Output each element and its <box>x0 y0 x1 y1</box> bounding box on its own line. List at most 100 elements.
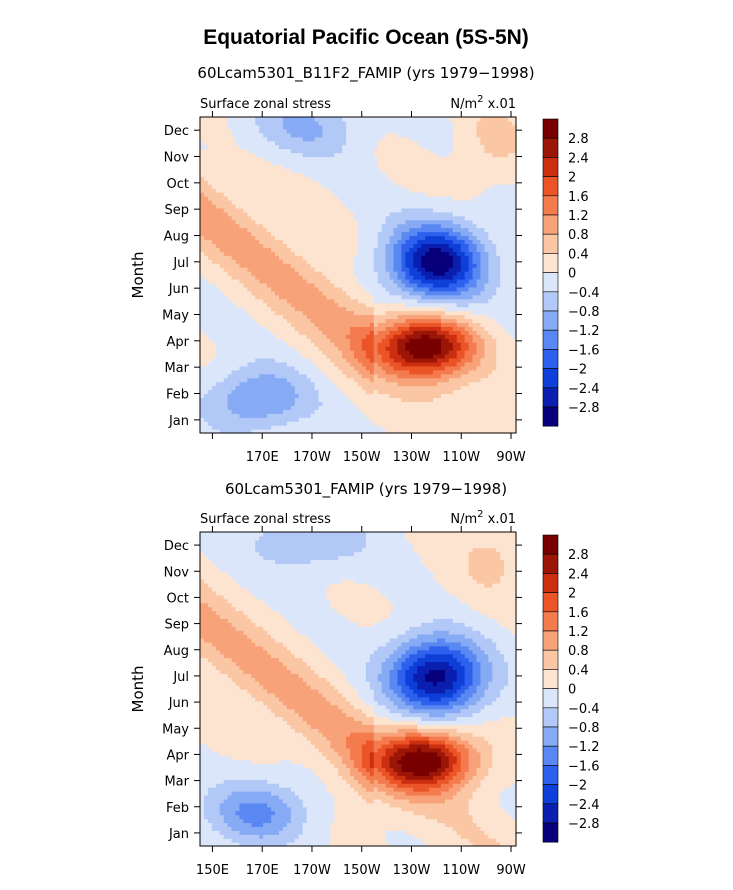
heatmap-cell <box>298 144 304 150</box>
heatmap-cell <box>215 413 221 418</box>
heatmap-cell <box>294 128 300 134</box>
heatmap-cell <box>267 318 272 323</box>
heatmap-cell <box>429 168 434 173</box>
heatmap-cell <box>282 219 288 225</box>
heatmap-cell <box>393 318 399 323</box>
heatmap-cell <box>290 144 296 150</box>
heatmap-cell <box>267 286 272 292</box>
heatmap-cell <box>211 120 217 126</box>
heatmap-cell <box>433 361 438 367</box>
heatmap-cell <box>286 172 292 177</box>
heatmap-cell <box>259 373 264 379</box>
heatmap-cell <box>334 164 339 169</box>
heatmap-cell <box>322 318 327 323</box>
heatmap-cell <box>219 243 225 248</box>
heatmap-cell <box>231 152 237 158</box>
heatmap-cell <box>203 401 209 406</box>
heatmap-cell <box>318 393 324 399</box>
heatmap-cell <box>433 306 438 312</box>
heatmap-cell <box>381 298 387 304</box>
heatmap-cell <box>267 401 272 406</box>
heatmap-cell <box>200 278 205 284</box>
heatmap-cell <box>231 409 237 414</box>
heatmap-cell <box>290 282 296 288</box>
heatmap-cell <box>294 263 300 268</box>
heatmap-cell <box>231 164 237 169</box>
heatmap-cell <box>417 215 422 221</box>
heatmap-cell <box>417 357 422 363</box>
heatmap-cell <box>239 267 245 272</box>
heatmap-cell <box>239 152 245 158</box>
heatmap-cell <box>200 326 205 331</box>
heatmap-cell <box>358 425 363 430</box>
heatmap-cell <box>346 401 351 406</box>
heatmap-cell <box>200 346 205 351</box>
heatmap-cell <box>223 294 229 300</box>
heatmap-cell <box>279 132 284 138</box>
heatmap-cell <box>433 156 438 162</box>
heatmap-cell <box>251 294 256 300</box>
heatmap-cell <box>342 286 347 292</box>
heatmap-cell <box>306 425 312 430</box>
heatmap-cell <box>306 203 312 209</box>
heatmap-cell <box>235 180 241 185</box>
heatmap-cell <box>405 361 410 367</box>
heatmap-cell <box>200 373 205 379</box>
heatmap-cell <box>342 369 347 375</box>
heatmap-cell <box>405 282 410 288</box>
heatmap-cell <box>365 282 371 288</box>
heatmap-cell <box>286 263 292 268</box>
heatmap-cell <box>275 164 280 169</box>
heatmap-cell <box>330 286 335 292</box>
heatmap-cell <box>203 148 209 154</box>
heatmap-cell <box>231 263 237 268</box>
heatmap-cell <box>338 310 343 316</box>
heatmap-cell <box>401 259 406 264</box>
heatmap-cell <box>275 251 280 256</box>
heatmap-cell <box>369 156 375 162</box>
heatmap-cell <box>215 326 221 331</box>
heatmap-cell <box>239 409 245 414</box>
heatmap-cell <box>437 180 442 185</box>
heatmap-cell <box>433 314 438 320</box>
heatmap-cell <box>433 172 438 177</box>
heatmap-cell <box>207 148 213 154</box>
heatmap-cell <box>318 405 324 410</box>
heatmap-cell <box>437 223 442 229</box>
heatmap-cell <box>381 263 387 268</box>
heatmap-cell <box>361 393 367 399</box>
heatmap-cell <box>330 322 335 327</box>
heatmap-cell <box>203 120 209 126</box>
heatmap-cell <box>203 192 209 197</box>
heatmap-cell <box>425 124 430 130</box>
heatmap-cell <box>318 354 324 359</box>
heatmap-cell <box>203 235 209 241</box>
heatmap-cell <box>397 334 403 339</box>
heatmap-cell <box>314 271 320 276</box>
heatmap-cell <box>322 263 327 268</box>
heatmap-cell <box>231 338 237 343</box>
heatmap-cell <box>405 196 410 201</box>
heatmap-cell <box>433 207 438 213</box>
heatmap-cell <box>235 357 241 363</box>
heatmap-cell <box>243 239 248 244</box>
heatmap-cell <box>306 231 312 237</box>
heatmap-cell <box>279 259 284 264</box>
heatmap-cell <box>302 148 308 154</box>
heatmap-cell <box>373 294 379 300</box>
heatmap-cell <box>369 203 375 209</box>
heatmap-cell <box>271 429 276 434</box>
heatmap-cell <box>223 377 229 383</box>
heatmap-cell <box>413 148 418 154</box>
heatmap-cell <box>397 314 403 320</box>
heatmap-cell <box>429 243 434 248</box>
heatmap-cell <box>207 338 213 343</box>
heatmap-cell <box>437 381 442 387</box>
heatmap-cell <box>259 302 264 308</box>
heatmap-cell <box>302 278 308 284</box>
heatmap-cell <box>203 421 209 426</box>
heatmap-cell <box>247 306 252 312</box>
heatmap-cell <box>207 373 213 379</box>
heatmap-cell <box>437 421 442 426</box>
heatmap-cell <box>247 330 252 335</box>
